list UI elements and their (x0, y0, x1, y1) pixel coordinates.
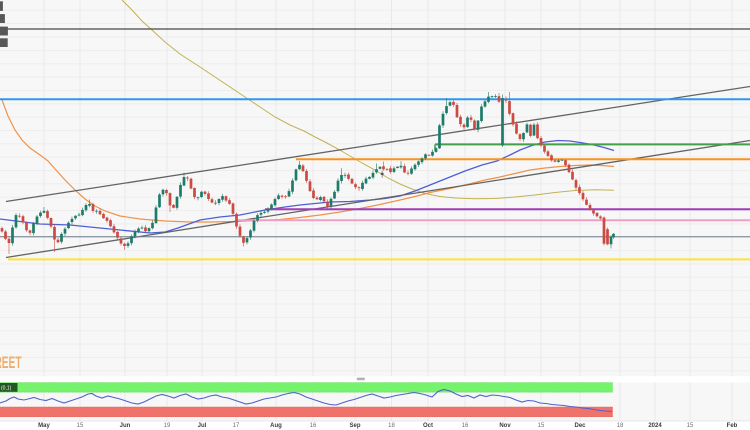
svg-text:15: 15 (77, 423, 84, 429)
svg-text:Jun: Jun (120, 423, 131, 429)
svg-text:Feb: Feb (727, 423, 738, 429)
svg-text:Jul: Jul (198, 423, 207, 429)
svg-text:19: 19 (164, 423, 171, 429)
svg-text:REET: REET (0, 353, 22, 372)
svg-text:15: 15 (538, 423, 545, 429)
svg-text:18: 18 (388, 423, 395, 429)
svg-text:Nov: Nov (499, 423, 511, 429)
svg-text:Aug: Aug (270, 423, 282, 429)
svg-text:16: 16 (462, 423, 469, 429)
svg-text:2024: 2024 (648, 423, 662, 429)
svg-text:Dec: Dec (574, 423, 586, 429)
svg-text:Oct: Oct (423, 423, 433, 429)
svg-text:May: May (38, 423, 50, 429)
svg-text:(0,1): (0,1) (1, 386, 12, 392)
svg-text:17: 17 (233, 423, 240, 429)
svg-text:16: 16 (310, 423, 317, 429)
svg-text:18: 18 (617, 423, 624, 429)
svg-text:15: 15 (687, 423, 694, 429)
svg-text:Sep: Sep (349, 423, 360, 429)
